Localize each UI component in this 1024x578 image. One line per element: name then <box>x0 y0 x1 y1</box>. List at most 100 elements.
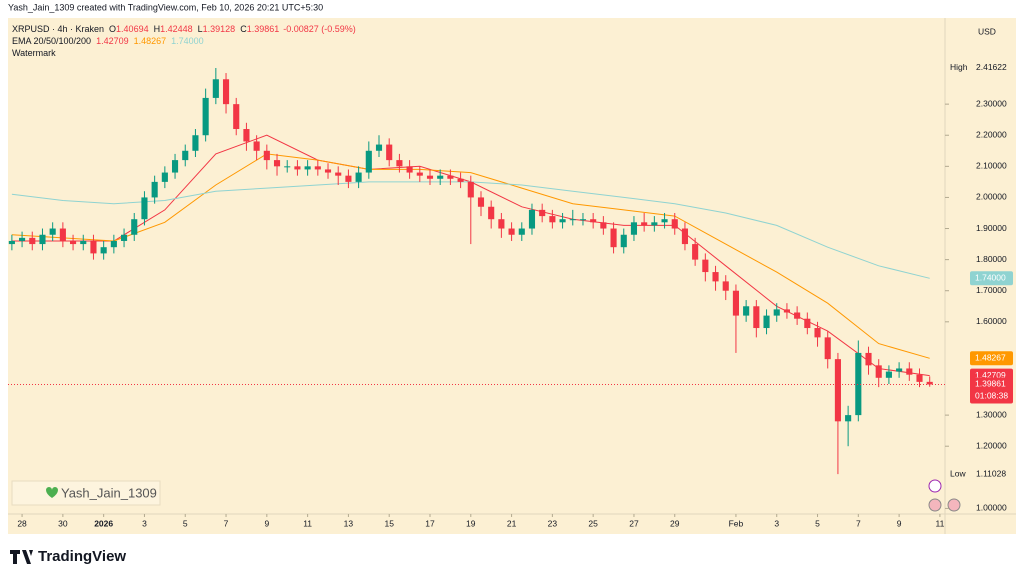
legend-row: EMA 20/50/100/200 1.42709 1.48267 1.74000 <box>12 36 204 46</box>
candle-body <box>233 104 240 130</box>
candle-body <box>375 144 383 151</box>
candle-body <box>845 415 852 422</box>
legend-row: XRPUSD · 4h · Kraken O1.40694 H1.42448 L1.3… <box>12 24 356 34</box>
high-label: High <box>950 62 968 72</box>
candle-body <box>457 178 464 182</box>
x-tick-label: 25 <box>588 518 598 528</box>
low-value: 1.11028 <box>976 468 1006 478</box>
legend-text: 1.42448 <box>160 24 193 34</box>
candle-body <box>528 209 536 229</box>
candle-body <box>100 247 107 254</box>
y-tick-label: 2.00000 <box>976 192 1007 202</box>
ema-price-box-label: 1.74000 <box>975 273 1006 283</box>
legend-row: Watermark <box>12 48 56 58</box>
candle-body <box>263 150 270 161</box>
candle-body <box>794 312 801 319</box>
x-tick-label: 2026 <box>94 518 113 528</box>
candle-body <box>426 175 434 179</box>
last-price-box-label: 1.39861 <box>975 379 1006 389</box>
candle-body <box>355 172 362 182</box>
candle-body <box>437 175 444 179</box>
candle-body <box>467 181 474 198</box>
candle-body <box>539 209 546 217</box>
y-tick-label: 2.10000 <box>976 161 1007 171</box>
alert-icon <box>928 479 942 493</box>
candle-body <box>386 144 393 161</box>
x-tick-label: 19 <box>466 518 476 528</box>
ema-line <box>11 153 930 359</box>
candle-body <box>365 150 372 173</box>
candle-body <box>855 352 862 416</box>
legend-text: 1.74000 <box>171 36 204 46</box>
candle-body <box>161 172 168 182</box>
legend-text: 1.42709 <box>96 36 129 46</box>
candle-body <box>182 150 189 161</box>
x-tick-label: 7 <box>224 518 229 528</box>
candle-body <box>722 281 729 291</box>
currency: USD <box>978 26 996 36</box>
candle-body <box>906 368 913 375</box>
candle-body <box>508 228 515 235</box>
candle-body <box>885 371 892 378</box>
candle-body <box>600 222 607 229</box>
candle-body <box>926 381 933 385</box>
candle-body <box>763 315 770 329</box>
legend-text: XRPUSD · 4h · Kraken <box>12 24 104 34</box>
y-tick-label: 1.60000 <box>976 316 1007 326</box>
candle-body <box>641 222 648 226</box>
candle-body <box>875 365 882 378</box>
x-tick-label: 9 <box>897 518 902 528</box>
candle-body <box>192 135 199 151</box>
candle-body <box>569 219 576 221</box>
ema-price-box-label: 1.42709 <box>975 370 1006 380</box>
legend-text: 1.48267 <box>134 36 167 46</box>
candle-body <box>477 197 485 207</box>
low-label: Low <box>950 468 966 478</box>
legend-text: C <box>240 24 247 34</box>
candle-body <box>518 228 525 235</box>
x-tick-label: 3 <box>142 518 147 528</box>
candle-body <box>80 240 87 245</box>
candle-body <box>498 219 505 229</box>
x-tick-label: 28 <box>17 518 27 528</box>
heart-icon <box>46 487 58 498</box>
candle-body <box>110 240 117 248</box>
candle-body <box>222 79 230 105</box>
candle-body <box>488 206 495 220</box>
event-icon <box>928 498 942 512</box>
tv-logo <box>10 550 33 564</box>
candle-body <box>335 172 342 176</box>
x-tick-label: 5 <box>183 518 188 528</box>
candle-body <box>661 219 668 223</box>
candle-body <box>131 219 138 235</box>
candle-body <box>151 181 158 198</box>
candle-body <box>39 234 46 245</box>
y-tick-label: 2.20000 <box>976 129 1007 139</box>
candle-body <box>896 368 903 372</box>
ema-price-box <box>970 271 1013 286</box>
candle-body <box>120 234 128 241</box>
x-tick-label: 15 <box>384 518 394 528</box>
candle-body <box>8 240 15 245</box>
candle-body <box>284 166 291 168</box>
candle-body <box>202 97 209 136</box>
candle-body <box>753 306 760 329</box>
candle-body <box>345 175 352 182</box>
candle-body <box>212 79 219 98</box>
x-tick-label: 11 <box>935 518 944 528</box>
legend-text: -0.00827 (-0.59%) <box>283 24 356 34</box>
candle-body <box>671 219 678 229</box>
y-tick-label: 1.00000 <box>976 503 1007 513</box>
candle-body <box>90 240 97 254</box>
x-tick-label: 13 <box>344 518 354 528</box>
legend-text: 1.39128 <box>203 24 236 34</box>
x-tick-label: 27 <box>629 518 639 528</box>
candle-body <box>834 359 841 422</box>
candle-body <box>804 318 811 329</box>
candle-body <box>416 172 423 176</box>
candle-body <box>579 219 587 221</box>
x-tick-label: 30 <box>58 518 68 528</box>
legend-text: 1.40694 <box>116 24 149 34</box>
candle-body <box>692 244 699 260</box>
